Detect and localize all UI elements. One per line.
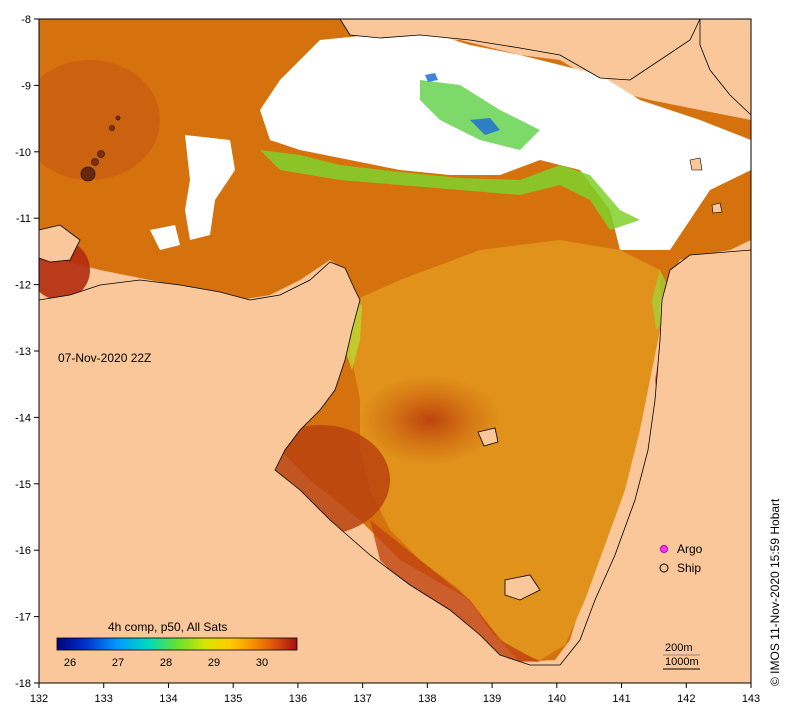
- depth-1000-label: 1000m: [665, 656, 699, 668]
- land-groote: [477, 427, 499, 447]
- ship-marker: [97, 150, 105, 158]
- colorbar-title: 4h comp, p50, All Sats: [108, 620, 227, 634]
- timestamp-label: 07-Nov-2020 22Z: [58, 351, 151, 365]
- y-tick-label: -17: [15, 612, 31, 624]
- x-tick-label: 139: [483, 693, 501, 705]
- y-tick-label: -13: [15, 346, 31, 358]
- y-tick-label: -12: [15, 280, 31, 292]
- land-arnhem: [38, 249, 752, 684]
- x-tick-label: 135: [224, 693, 242, 705]
- colorbar-tick-label: 28: [160, 657, 172, 669]
- ship-icon: [659, 563, 669, 573]
- y-tick-label: -15: [15, 479, 31, 491]
- depth-200-label: 200m: [665, 642, 693, 654]
- cool-fringe-top: [420, 80, 540, 150]
- colorbar: 4h comp, p50, All Sats 26 27 28 29 30: [56, 620, 298, 669]
- y-tick-label: -18: [15, 678, 31, 690]
- hot-patch-northwest: [39, 60, 160, 180]
- x-tick-label: 141: [612, 693, 630, 705]
- cloud-patch-west: [185, 135, 235, 240]
- ship-track: [80, 115, 121, 182]
- x-tick-label: 143: [742, 693, 760, 705]
- hot-strip-south: [370, 520, 540, 662]
- credit-text: © IMOS 11-Nov-2020 15:59 Hobart: [768, 498, 782, 686]
- y-tick-label: -14: [15, 412, 31, 424]
- ship-marker: [109, 125, 115, 131]
- cool-fringe-north: [260, 150, 640, 230]
- colorbar-tick-label: 30: [256, 657, 268, 669]
- x-tick-label: 140: [548, 693, 566, 705]
- marker-legend: Argo Ship: [659, 542, 703, 575]
- y-tick-label: -9: [21, 80, 31, 92]
- x-tick-label: 133: [95, 693, 113, 705]
- land-mornington: [504, 574, 541, 601]
- y-tick-label: -8: [21, 14, 31, 26]
- x-tick-label: 137: [353, 693, 371, 705]
- land-torres-islands: [689, 157, 723, 214]
- colorbar-ticks: 26 27 28 29 30: [64, 657, 268, 669]
- ship-marker: [80, 166, 96, 182]
- x-tick-label: 134: [159, 693, 177, 705]
- ship-marker: [91, 158, 99, 166]
- x-tick-label: 142: [677, 693, 695, 705]
- x-axis: 132 133 134 135 136 137 138 139 140 141 142 143: [30, 683, 760, 705]
- depth-legend: 200m 1000m: [663, 642, 700, 670]
- ship-marker: [115, 115, 121, 121]
- hot-patch-gulf: [360, 375, 500, 465]
- x-tick-label: 136: [289, 693, 307, 705]
- gulf-water: [350, 240, 660, 660]
- colorbar-tick-label: 27: [112, 657, 124, 669]
- y-tick-label: -16: [15, 545, 31, 557]
- x-tick-label: 132: [30, 693, 48, 705]
- land-masses: [38, 18, 752, 684]
- ship-label: Ship: [677, 561, 701, 575]
- argo-label: Argo: [677, 542, 703, 556]
- colorbar-tick-label: 26: [64, 657, 76, 669]
- colorbar-gradient: [56, 637, 298, 651]
- x-tick-label: 138: [418, 693, 436, 705]
- y-axis: -8 -9 -10 -11 -12 -13 -14 -15 -16 -17 -18: [15, 14, 39, 690]
- cloud-patch-small: [150, 225, 180, 250]
- colorbar-tick-label: 29: [208, 657, 220, 669]
- land-new-guinea: [339, 18, 701, 81]
- cold-spots: [425, 73, 500, 135]
- y-tick-label: -10: [15, 147, 31, 159]
- y-tick-label: -11: [16, 213, 31, 225]
- argo-icon: [660, 545, 668, 553]
